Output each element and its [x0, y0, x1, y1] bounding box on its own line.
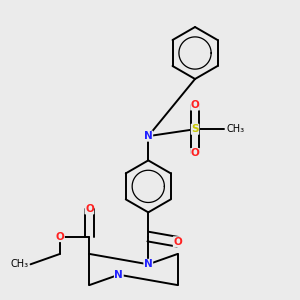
- Text: CH₃: CH₃: [226, 124, 244, 134]
- Text: O: O: [173, 237, 182, 247]
- Text: N: N: [144, 131, 153, 141]
- Text: O: O: [191, 148, 200, 158]
- Text: O: O: [85, 204, 94, 214]
- Text: N: N: [114, 270, 123, 280]
- Text: O: O: [191, 100, 200, 110]
- Text: N: N: [144, 259, 153, 269]
- Text: O: O: [56, 232, 64, 242]
- Text: S: S: [191, 124, 199, 134]
- Text: CH₃: CH₃: [11, 259, 29, 269]
